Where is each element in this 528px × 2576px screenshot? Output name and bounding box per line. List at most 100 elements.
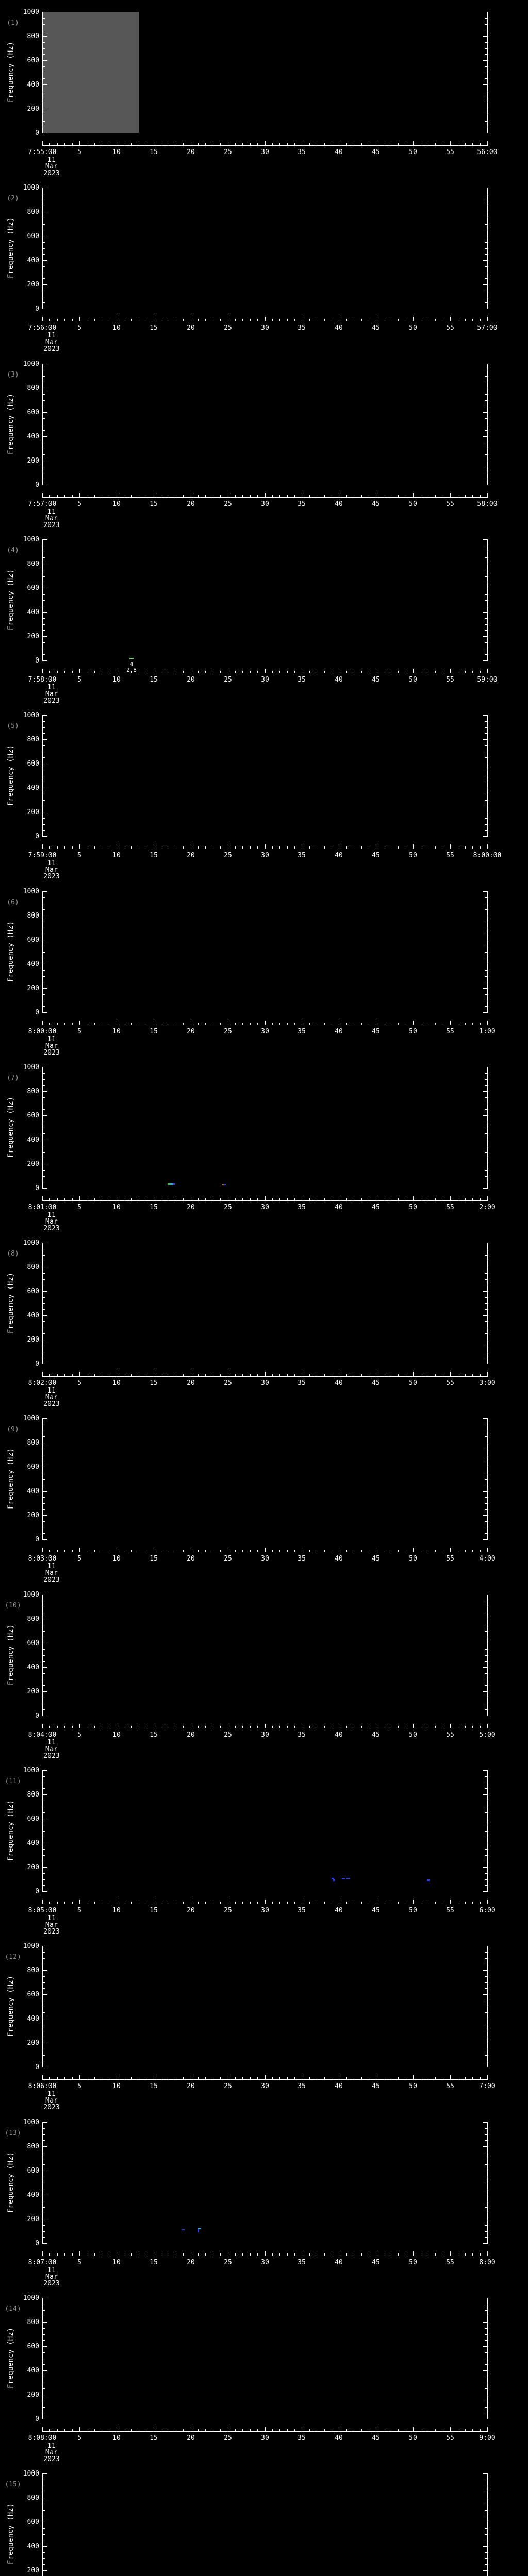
x-tick-label: 50 xyxy=(409,500,417,508)
x-tick-label: 50 xyxy=(409,1028,417,1036)
x-axis xyxy=(42,497,488,498)
x-tick-label: 55 xyxy=(446,1907,454,1914)
y-axis-title: Frequency (Hz) xyxy=(7,744,15,806)
x-tick-label: 55 xyxy=(446,852,454,859)
spectrogram-panel-14: 0 200 400 600 800 1000 8:08:00 5 10 15 20 25 30 35 40 4… xyxy=(0,2286,528,2463)
x-start-time: 8:07:00 xyxy=(28,2259,57,2266)
panel-number: (13) xyxy=(5,2129,21,2137)
x-start-time: 7:58:00 xyxy=(28,676,57,684)
x-tick-label: 10 xyxy=(112,852,121,859)
y-axis-left xyxy=(42,539,43,661)
x-tick-label: 30 xyxy=(261,2434,269,2442)
x-tick-label: 30 xyxy=(261,148,269,156)
y-tick-label: 200 xyxy=(27,1863,39,1871)
y-tick-label: 200 xyxy=(27,2567,39,2574)
y-tick-label: 800 xyxy=(27,2318,39,2326)
x-tick-label: 15 xyxy=(150,1204,158,1211)
x-tick-label: 20 xyxy=(187,2259,195,2266)
x-tick-label: 10 xyxy=(112,2434,121,2442)
x-date-line: 11 xyxy=(47,156,56,164)
signal-blob xyxy=(182,2229,185,2231)
x-date-line: 2023 xyxy=(43,2280,60,2287)
x-tick-label: 55 xyxy=(446,1379,454,1387)
y-axis-left xyxy=(42,1243,43,1364)
y-tick-label: 800 xyxy=(27,1088,39,1095)
y-tick-label: 1000 xyxy=(23,184,39,192)
y-tick-label: 800 xyxy=(27,560,39,568)
x-tick-label: 45 xyxy=(372,1204,380,1211)
y-tick-label: 800 xyxy=(27,1615,39,1623)
x-tick-label: 5 xyxy=(77,1555,81,1563)
x-tick-label: 15 xyxy=(150,1379,158,1387)
panel-number: (4) xyxy=(7,547,19,554)
x-tick-label: 50 xyxy=(409,1204,417,1211)
y-axis-left xyxy=(42,1946,43,2067)
x-tick-label: 35 xyxy=(298,1907,306,1914)
signal-blob xyxy=(222,1184,224,1185)
x-tick-label: 10 xyxy=(112,1731,121,1739)
x-tick-label: 10 xyxy=(112,148,121,156)
spectrogram-panel-10: 0 200 400 600 800 1000 8:04:00 5 10 15 20 25 30 35 40 4… xyxy=(0,1583,528,1760)
y-axis-left xyxy=(42,12,43,133)
x-end-time: 2:00 xyxy=(479,1204,496,1211)
x-tick-label: 15 xyxy=(150,1028,158,1036)
y-tick-label: 200 xyxy=(27,2215,39,2223)
spectrogram-panel-5: 0 200 400 600 800 1000 7:59:00 5 10 15 20 25 30 35 40 4… xyxy=(0,703,528,880)
x-tick-label: 40 xyxy=(335,2434,343,2442)
signal-blob xyxy=(346,1878,351,1879)
y-tick-label: 200 xyxy=(27,985,39,992)
signal-blob xyxy=(172,1183,175,1185)
x-start-time: 7:59:00 xyxy=(28,852,57,859)
x-date-line: 11 xyxy=(47,1387,56,1395)
spectrogram-panel-2: 0 200 400 600 800 1000 7:56:00 5 10 15 20 25 30 35 40 4… xyxy=(0,176,528,352)
x-tick-label: 35 xyxy=(298,1379,306,1387)
y-axis-title: Frequency (Hz) xyxy=(7,1272,15,1334)
x-date-line: 11 xyxy=(47,1563,56,1570)
x-tick-label: 30 xyxy=(261,2082,269,2090)
y-tick-label: 200 xyxy=(27,1512,39,1519)
x-tick-label: 10 xyxy=(112,500,121,508)
x-tick-label: 30 xyxy=(261,1907,269,1914)
y-tick-label: 0 xyxy=(35,657,39,665)
x-tick-label: 55 xyxy=(446,324,454,332)
x-date-line: Mar xyxy=(45,1745,58,1753)
x-tick-label: 45 xyxy=(372,1555,380,1563)
y-axis-left xyxy=(42,891,43,1013)
y-tick-label: 600 xyxy=(27,584,39,592)
x-tick-label: 20 xyxy=(187,1204,195,1211)
panel-number: (3) xyxy=(7,371,19,379)
x-tick-label: 50 xyxy=(409,1731,417,1739)
x-end-time: 58:00 xyxy=(477,500,498,508)
y-tick-label: 600 xyxy=(27,1463,39,1471)
x-tick-label: 35 xyxy=(298,324,306,332)
x-date-line: Mar xyxy=(45,1569,58,1577)
y-tick-label: 1000 xyxy=(23,2119,39,2126)
x-tick-label: 20 xyxy=(187,1731,195,1739)
spectrogram-panel-12: 0 200 400 600 800 1000 8:06:00 5 10 15 20 25 30 35 40 4… xyxy=(0,1934,528,2111)
y-axis-right xyxy=(487,188,488,309)
x-tick-label: 35 xyxy=(298,1028,306,1036)
x-tick-label: 30 xyxy=(261,1028,269,1036)
y-axis-title: Frequency (Hz) xyxy=(7,41,15,103)
y-tick-label: 1000 xyxy=(23,711,39,719)
panel-number: (9) xyxy=(7,1426,19,1433)
x-date-line: Mar xyxy=(45,1394,58,1401)
x-tick-label: 40 xyxy=(335,2259,343,2266)
x-date-line: 2023 xyxy=(43,1752,60,1760)
x-date-line: 2023 xyxy=(43,2104,60,2111)
signal-blob xyxy=(333,1879,335,1882)
x-tick-label: 25 xyxy=(224,1555,232,1563)
y-tick-label: 200 xyxy=(27,281,39,289)
x-tick-label: 20 xyxy=(187,1379,195,1387)
x-tick-label: 50 xyxy=(409,2082,417,2090)
x-tick-label: 45 xyxy=(372,2259,380,2266)
y-tick-label: 0 xyxy=(35,481,39,489)
y-tick-label: 400 xyxy=(27,2367,39,2375)
x-end-time: 3:00 xyxy=(479,1379,496,1387)
x-tick-label: 5 xyxy=(77,148,81,156)
x-start-time: 8:06:00 xyxy=(28,2082,57,2090)
x-start-time: 7:57:00 xyxy=(28,500,57,508)
y-tick-label: 600 xyxy=(27,409,39,416)
x-tick-label: 15 xyxy=(150,2434,158,2442)
